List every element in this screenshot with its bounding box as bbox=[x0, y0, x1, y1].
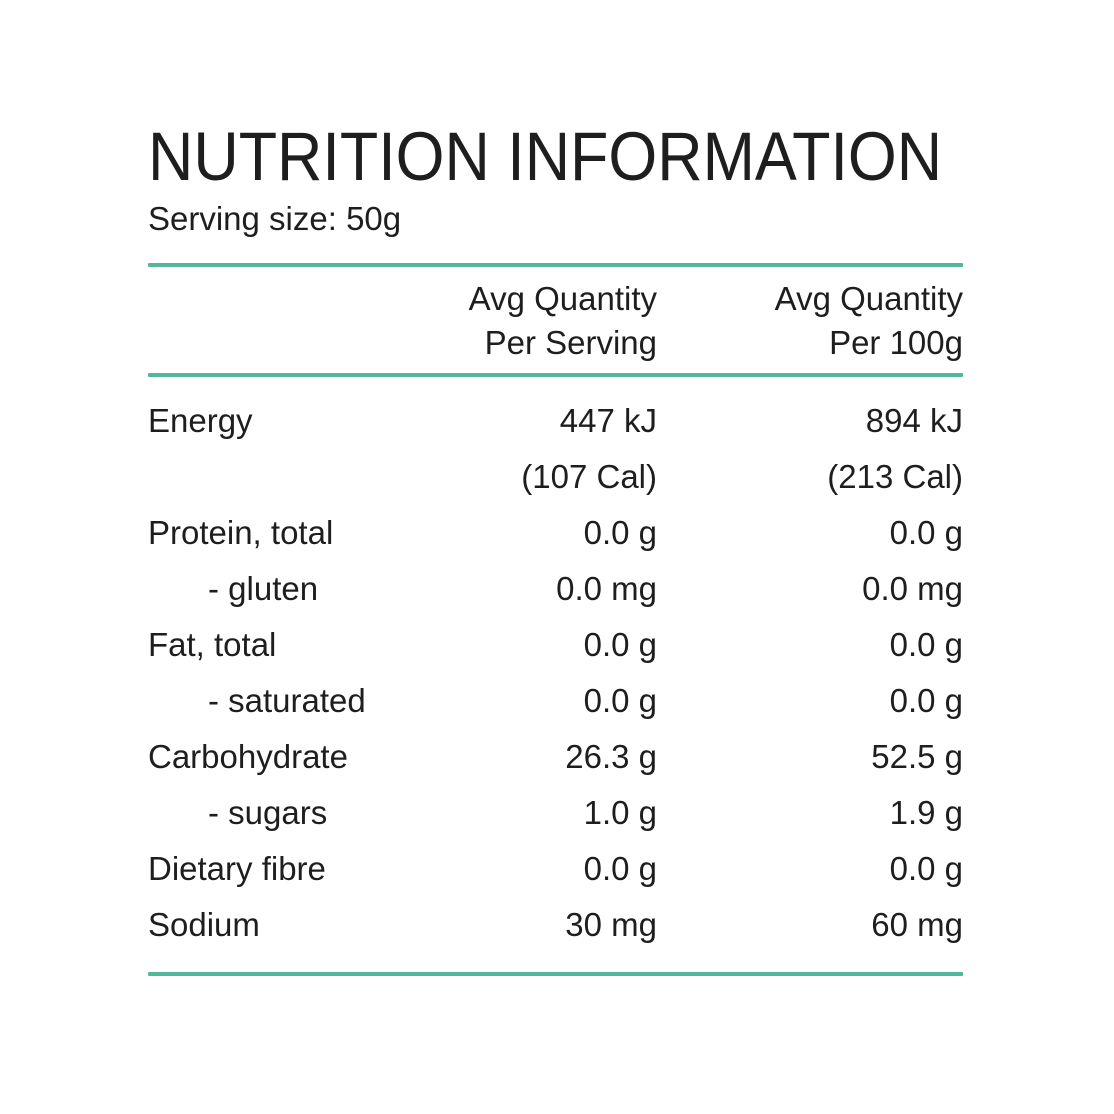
per-serving-value: 0.0 mg bbox=[556, 570, 657, 608]
per-100g-value: (213 Cal) bbox=[827, 458, 963, 496]
table-row-sugars: - sugars 1.0 g 1.9 g bbox=[148, 785, 963, 841]
per-serving-value: 0.0 g bbox=[583, 682, 657, 720]
header-per-serving-line2: Per Serving bbox=[484, 324, 657, 362]
per-serving-value: 447 kJ bbox=[559, 402, 657, 440]
header-per-100g-line1: Avg Quantity bbox=[774, 280, 963, 318]
row-label: Fat, total bbox=[148, 626, 277, 664]
table-row-fat: Fat, total 0.0 g 0.0 g bbox=[148, 617, 963, 673]
per-100g-value: 0.0 g bbox=[889, 682, 963, 720]
per-100g-value: 0.0 g bbox=[889, 626, 963, 664]
row-label: - saturated bbox=[208, 682, 366, 720]
table-header: Avg Quantity Per Serving Avg Quantity Pe… bbox=[148, 267, 963, 373]
table-row-carbohydrate: Carbohydrate 26.3 g 52.5 g bbox=[148, 729, 963, 785]
row-label: - sugars bbox=[208, 794, 328, 832]
header-per-serving-line1: Avg Quantity bbox=[468, 280, 657, 318]
header-per-100g-line2: Per 100g bbox=[829, 324, 963, 362]
header-per-100g: Avg Quantity Per 100g bbox=[657, 277, 963, 365]
table-row-saturated: - saturated 0.0 g 0.0 g bbox=[148, 673, 963, 729]
table-body: Energy 447 kJ 894 kJ (107 Cal) (213 Cal)… bbox=[148, 393, 963, 953]
label-content: NUTRITION INFORMATION Serving size: 50g … bbox=[148, 118, 963, 977]
per-serving-value: 30 mg bbox=[565, 906, 657, 944]
row-label: Protein, total bbox=[148, 514, 334, 552]
per-serving-value: 0.0 g bbox=[583, 850, 657, 888]
divider-top bbox=[148, 263, 963, 268]
row-label: - gluten bbox=[208, 570, 319, 608]
serving-size-text: Serving size: 50g bbox=[148, 200, 402, 237]
per-100g-value: 1.9 g bbox=[889, 794, 963, 832]
page-title: NUTRITION INFORMATION bbox=[148, 118, 943, 195]
row-label: Energy bbox=[148, 402, 253, 440]
table-row-gluten: - gluten 0.0 mg 0.0 mg bbox=[148, 561, 963, 617]
table-row-dietary-fibre: Dietary fibre 0.0 g 0.0 g bbox=[148, 841, 963, 897]
row-label: Sodium bbox=[148, 906, 260, 944]
divider-bottom bbox=[148, 972, 963, 977]
row-label: Carbohydrate bbox=[148, 738, 348, 776]
table-row-energy: Energy 447 kJ 894 kJ bbox=[148, 393, 963, 449]
per-100g-value: 60 mg bbox=[871, 906, 963, 944]
per-100g-value: 894 kJ bbox=[865, 402, 963, 440]
per-100g-value: 52.5 g bbox=[871, 738, 963, 776]
per-100g-value: 0.0 g bbox=[889, 514, 963, 552]
per-100g-value: 0.0 mg bbox=[862, 570, 963, 608]
table-row-protein: Protein, total 0.0 g 0.0 g bbox=[148, 505, 963, 561]
table-row-sodium: Sodium 30 mg 60 mg bbox=[148, 897, 963, 953]
header-per-serving: Avg Quantity Per Serving bbox=[457, 277, 657, 365]
per-serving-value: (107 Cal) bbox=[521, 458, 657, 496]
row-label: Dietary fibre bbox=[148, 850, 326, 888]
per-serving-value: 26.3 g bbox=[565, 738, 657, 776]
divider-header bbox=[148, 373, 963, 378]
per-serving-value: 1.0 g bbox=[583, 794, 657, 832]
per-serving-value: 0.0 g bbox=[583, 626, 657, 664]
per-serving-value: 0.0 g bbox=[583, 514, 657, 552]
per-100g-value: 0.0 g bbox=[889, 850, 963, 888]
table-row-energy-cal: (107 Cal) (213 Cal) bbox=[148, 449, 963, 505]
